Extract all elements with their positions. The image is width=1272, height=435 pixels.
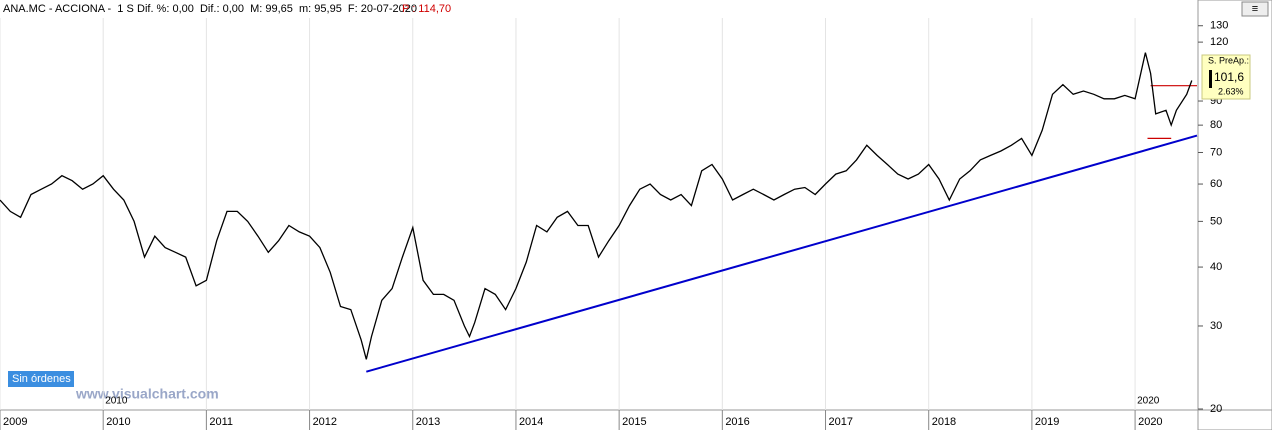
x-tick-label: 2011 [209, 416, 233, 428]
x-tick-label: 2017 [829, 416, 853, 428]
trendline [366, 134, 1198, 373]
x-tick-label: 2010 [106, 416, 130, 428]
x-tick-label: 2018 [932, 416, 956, 428]
y-tick-label: 80 [1210, 119, 1222, 131]
y-tick-label: 50 [1210, 215, 1222, 227]
y-tick-label: 130 [1210, 20, 1228, 32]
y-tick-label: 70 [1210, 146, 1222, 158]
x-tick-label: 2015 [622, 416, 646, 428]
y-tick-label: 20 [1210, 403, 1222, 415]
year-marker: 2010 [105, 396, 128, 407]
y-tick-label: 30 [1210, 320, 1222, 332]
menu-icon[interactable]: ≡ [1252, 3, 1258, 15]
price-box-label: S. PreAp.: [1208, 55, 1249, 65]
x-tick-label: 2020 [1138, 416, 1162, 428]
orders-button[interactable] [8, 371, 74, 387]
x-tick-label: 2013 [416, 416, 440, 428]
header-price: P : 114,70 [402, 3, 451, 15]
orders-label[interactable]: Sin órdenes [12, 373, 71, 385]
y-tick-label: 40 [1210, 261, 1222, 273]
x-tick-label: 2014 [519, 416, 543, 428]
header-symbol: ANA.MC - ACCIONA - 1 S [3, 3, 134, 15]
y-tick-label: 60 [1210, 178, 1222, 190]
x-tick-label: 2016 [725, 416, 749, 428]
watermark: www.visualchart.com [75, 386, 219, 402]
price-box-change: 2.63% [1218, 86, 1244, 96]
x-tick-label: 2019 [1035, 416, 1059, 428]
year-marker: 2020 [1137, 396, 1160, 407]
menu-button[interactable] [1241, 1, 1269, 17]
header-stats: Dif. %: 0,00 Dif.: 0,00 M: 99,65 m: 95,9… [137, 3, 417, 15]
x-tick-label: 2012 [313, 416, 337, 428]
y-tick-label: 120 [1210, 36, 1228, 48]
x-tick-label: 2009 [3, 416, 27, 428]
price-marker [1209, 70, 1212, 88]
price-box-value: 101,6 [1214, 70, 1244, 84]
price-line [0, 52, 1193, 360]
